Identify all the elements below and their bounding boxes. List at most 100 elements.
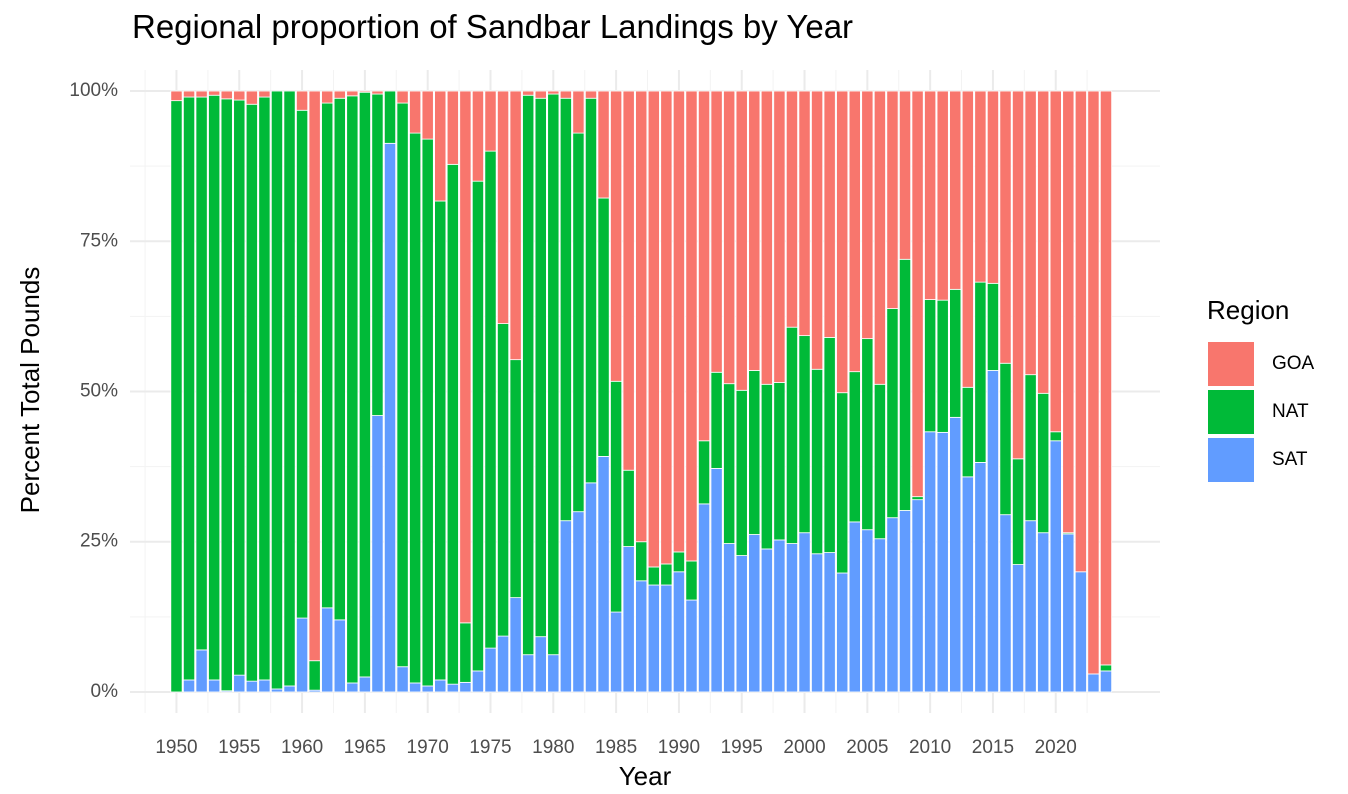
bar-segment	[647, 90, 660, 568]
bar-segment	[622, 469, 635, 547]
x-tick-label: 1995	[721, 737, 763, 758]
bar-segment	[1099, 90, 1113, 666]
bar-segment	[1099, 664, 1113, 672]
bar-segment	[182, 679, 196, 693]
x-tick-label: 1985	[595, 737, 637, 758]
bar-segment	[509, 597, 522, 693]
bar-segment	[823, 337, 836, 553]
bar-segment	[723, 543, 736, 693]
bar-segment	[371, 415, 384, 693]
bar-segment	[911, 90, 924, 498]
bar-segment	[559, 97, 572, 522]
bar-segment	[1049, 440, 1062, 693]
bar-segment	[534, 97, 547, 638]
bar-segment	[798, 532, 811, 693]
x-tick-label: 2000	[783, 737, 825, 758]
bar-segment	[245, 90, 258, 105]
bar-segment	[170, 90, 183, 102]
y-tick-label: 100%	[69, 80, 118, 101]
bar-segment	[296, 617, 309, 693]
bar-segment	[396, 666, 409, 693]
bar-segment	[798, 335, 811, 534]
bar-segment	[873, 538, 886, 693]
bar-segment	[936, 90, 949, 301]
bar-segment	[1037, 532, 1050, 693]
bar-segment	[572, 132, 585, 513]
legend-label: NAT	[1272, 401, 1309, 422]
bar-segment	[748, 370, 761, 535]
bar-segment	[873, 90, 886, 385]
bar-segment	[861, 338, 874, 531]
y-tick-label: 50%	[80, 381, 118, 402]
bar-segment	[296, 90, 309, 111]
bar-segment	[182, 90, 196, 98]
bar-segment	[798, 90, 811, 337]
x-tick-label: 1955	[218, 737, 260, 758]
bar-segment	[509, 359, 522, 599]
x-tick-label: 1975	[469, 737, 511, 758]
bar-segment	[660, 90, 673, 565]
bar-segment	[1049, 431, 1062, 442]
bar-segment	[333, 97, 346, 621]
bar-segment	[446, 683, 459, 693]
bar-segment	[697, 503, 711, 693]
bar-segment	[434, 200, 447, 681]
x-tick-label: 1990	[658, 737, 700, 758]
bar-segment	[710, 371, 723, 469]
bar-segment	[283, 685, 296, 693]
bar-segment	[296, 109, 309, 619]
bar-segment	[195, 96, 208, 651]
bar-segment	[924, 299, 937, 433]
bar-segment	[672, 551, 685, 573]
bar-segment	[308, 90, 321, 662]
bar-segment	[1049, 90, 1062, 433]
x-tick-label: 2010	[909, 737, 951, 758]
bar-segment	[1099, 670, 1113, 693]
bar-segment	[559, 90, 572, 99]
bar-segment	[974, 90, 987, 283]
bar-segment	[961, 90, 974, 388]
chart-title: Regional proportion of Sandbar Landings …	[132, 8, 853, 45]
bar-segment	[647, 566, 660, 586]
bar-segment	[873, 383, 886, 540]
legend-title: Region	[1207, 295, 1289, 325]
bar-segment	[898, 258, 912, 511]
bar-segment	[610, 380, 623, 613]
bar-segment	[760, 548, 773, 693]
bar-segment	[258, 679, 271, 693]
bar-segment	[811, 368, 824, 555]
bar-segment	[383, 90, 397, 144]
bar-segment	[220, 98, 233, 692]
bar-segment	[999, 90, 1012, 364]
bar-segment	[572, 90, 585, 134]
bar-segment	[672, 571, 685, 693]
bar-segment	[986, 90, 999, 284]
bar-segment	[723, 383, 736, 544]
bar-segment	[409, 132, 422, 684]
bar-segment	[848, 521, 861, 693]
bar-segment	[321, 102, 334, 609]
bar-segment	[346, 682, 359, 693]
bar-segment	[924, 431, 937, 693]
legend-label: SAT	[1272, 449, 1308, 470]
bar-segment	[459, 622, 472, 683]
bar-segment	[647, 584, 660, 693]
bar-segment	[635, 90, 648, 543]
bar-segment	[685, 560, 698, 601]
bar-segment	[534, 636, 547, 693]
bar-segment	[584, 482, 598, 693]
bar-segment	[811, 90, 824, 370]
bar-segment	[622, 90, 635, 471]
bar-segment	[597, 90, 610, 199]
bar-segment	[434, 679, 447, 693]
bar-segment	[836, 90, 849, 394]
bar-segment	[346, 95, 359, 684]
bar-segment	[610, 90, 623, 382]
bar-segment	[522, 654, 535, 693]
bar-segment	[522, 90, 535, 96]
bar-segment	[333, 90, 346, 99]
bar-segment	[396, 90, 409, 104]
bar-segment	[986, 282, 999, 371]
bar-segment	[270, 688, 284, 693]
bar-segment	[911, 499, 924, 693]
